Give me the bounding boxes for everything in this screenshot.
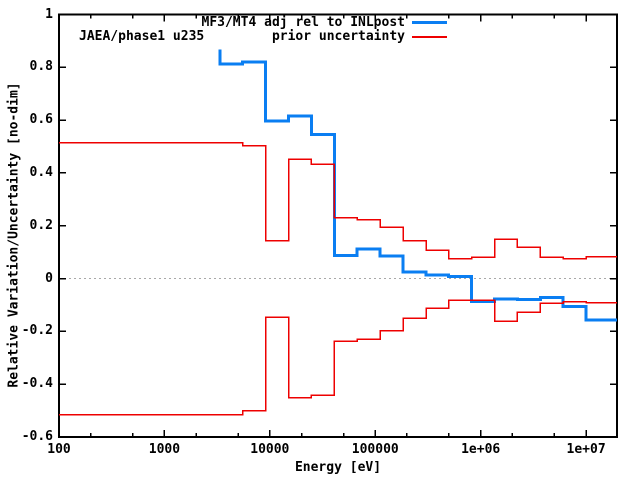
legend-item-adjustment: MF3/MT4 adj rel to INLpost <box>150 16 447 29</box>
y-tick-label: 0.8 <box>29 59 53 75</box>
y-tick-label: 0.2 <box>29 217 53 233</box>
x-tick-label: 100000 <box>351 442 399 457</box>
legend-label-adjustment: MF3/MT4 adj rel to INLpost <box>201 15 406 30</box>
series-curve-1 <box>59 141 617 260</box>
series-curve-0 <box>218 49 617 322</box>
series-curve-2 <box>59 299 617 416</box>
plot-label: JAEA/phase1 u235 <box>79 29 205 44</box>
y-axis-title: Relative Variation/Uncertainty [no-dim] <box>6 82 22 388</box>
y-tick-label: -0.4 <box>21 376 53 392</box>
plot-border <box>58 13 618 438</box>
x-tick-label: 1e+07 <box>566 442 606 457</box>
y-tick-label: 0 <box>45 270 53 286</box>
x-axis-title: Energy [eV] <box>294 460 382 475</box>
y-tick-label: -0.6 <box>21 429 53 444</box>
legend-line-sample-blue <box>412 21 447 24</box>
x-tick-label: 100 <box>47 442 71 457</box>
x-tick-label: 10000 <box>250 442 290 457</box>
legend-label-prior-uncertainty: prior uncertainty <box>271 29 405 44</box>
y-tick-label: 0.6 <box>29 112 53 128</box>
y-tick-label: 1 <box>45 6 53 22</box>
legend-item-prior-uncertainty: prior uncertainty <box>150 30 447 43</box>
x-tick-label: 1000 <box>148 442 181 457</box>
y-tick-label: -0.2 <box>21 323 53 339</box>
legend-line-sample-red <box>412 35 447 38</box>
y-tick-label: 0.4 <box>29 164 53 180</box>
legend: MF3/MT4 adj rel to INLpost prior uncerta… <box>150 16 447 44</box>
x-tick-label: 1e+06 <box>461 442 501 457</box>
